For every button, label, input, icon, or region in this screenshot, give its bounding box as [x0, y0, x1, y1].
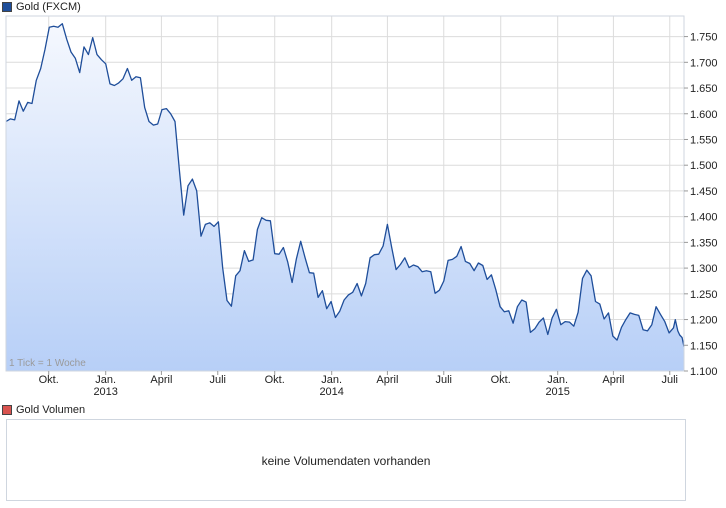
x-axis: Okt. Jan. April Juli Okt. Jan. April Juli Okt. Ja… [39, 371, 678, 398]
y-axis: 1.100 1.150 1.200 1.250 1.300 1.350 1.400 1.450… [684, 32, 718, 378]
volume-legend-label: Gold Volumen [16, 404, 86, 416]
x-tick-label: Okt. [265, 374, 285, 386]
x-year-label: 2013 [93, 386, 117, 398]
x-tick-label: Okt. [39, 374, 59, 386]
volume-legend: Gold Volumen [2, 404, 85, 416]
plot-frame [5, 15, 685, 372]
y-tick-label: 1.400 [690, 212, 718, 224]
volume-legend-swatch [2, 405, 12, 415]
price-area [6, 23, 684, 371]
y-tick-label: 1.650 [690, 83, 718, 95]
y-tick-label: 1.350 [690, 237, 718, 249]
x-year-label: 2014 [319, 386, 343, 398]
x-tick-label: Juli [436, 374, 453, 386]
price-legend-label: Gold (FXCM) [16, 1, 81, 13]
volume-empty-message: keine Volumendaten vorhanden [261, 454, 431, 468]
y-tick-label: 1.250 [690, 289, 718, 301]
y-tick-label: 1.200 [690, 315, 718, 327]
price-legend: Gold (FXCM) [2, 1, 81, 13]
x-tick-label: April [602, 374, 624, 386]
y-tick-label: 1.300 [690, 263, 718, 275]
y-tick-label: 1.500 [690, 160, 718, 172]
price-line [5, 23, 685, 347]
y-tick-label: 1.150 [690, 340, 718, 352]
y-tick-label: 1.550 [690, 134, 718, 146]
x-tick-label: Juli [662, 374, 679, 386]
y-tick-label: 1.600 [690, 109, 718, 121]
x-tick-label: April [150, 374, 172, 386]
x-year-label: 2015 [545, 386, 569, 398]
volume-panel: keine Volumendaten vorhanden [6, 419, 686, 501]
tick-note: 1 Tick = 1 Woche [9, 358, 86, 369]
x-tick-label: April [376, 374, 398, 386]
x-tick-label: Okt. [491, 374, 511, 386]
y-tick-label: 1.750 [690, 32, 718, 44]
y-tick-label: 1.450 [690, 186, 718, 198]
x-tick-label: Jan. [547, 374, 568, 386]
y-tick-label: 1.100 [690, 366, 718, 378]
x-tick-label: Jan. [321, 374, 342, 386]
price-legend-swatch [2, 2, 12, 12]
x-tick-label: Juli [210, 374, 227, 386]
x-tick-label: Jan. [95, 374, 116, 386]
y-tick-label: 1.700 [690, 57, 718, 69]
